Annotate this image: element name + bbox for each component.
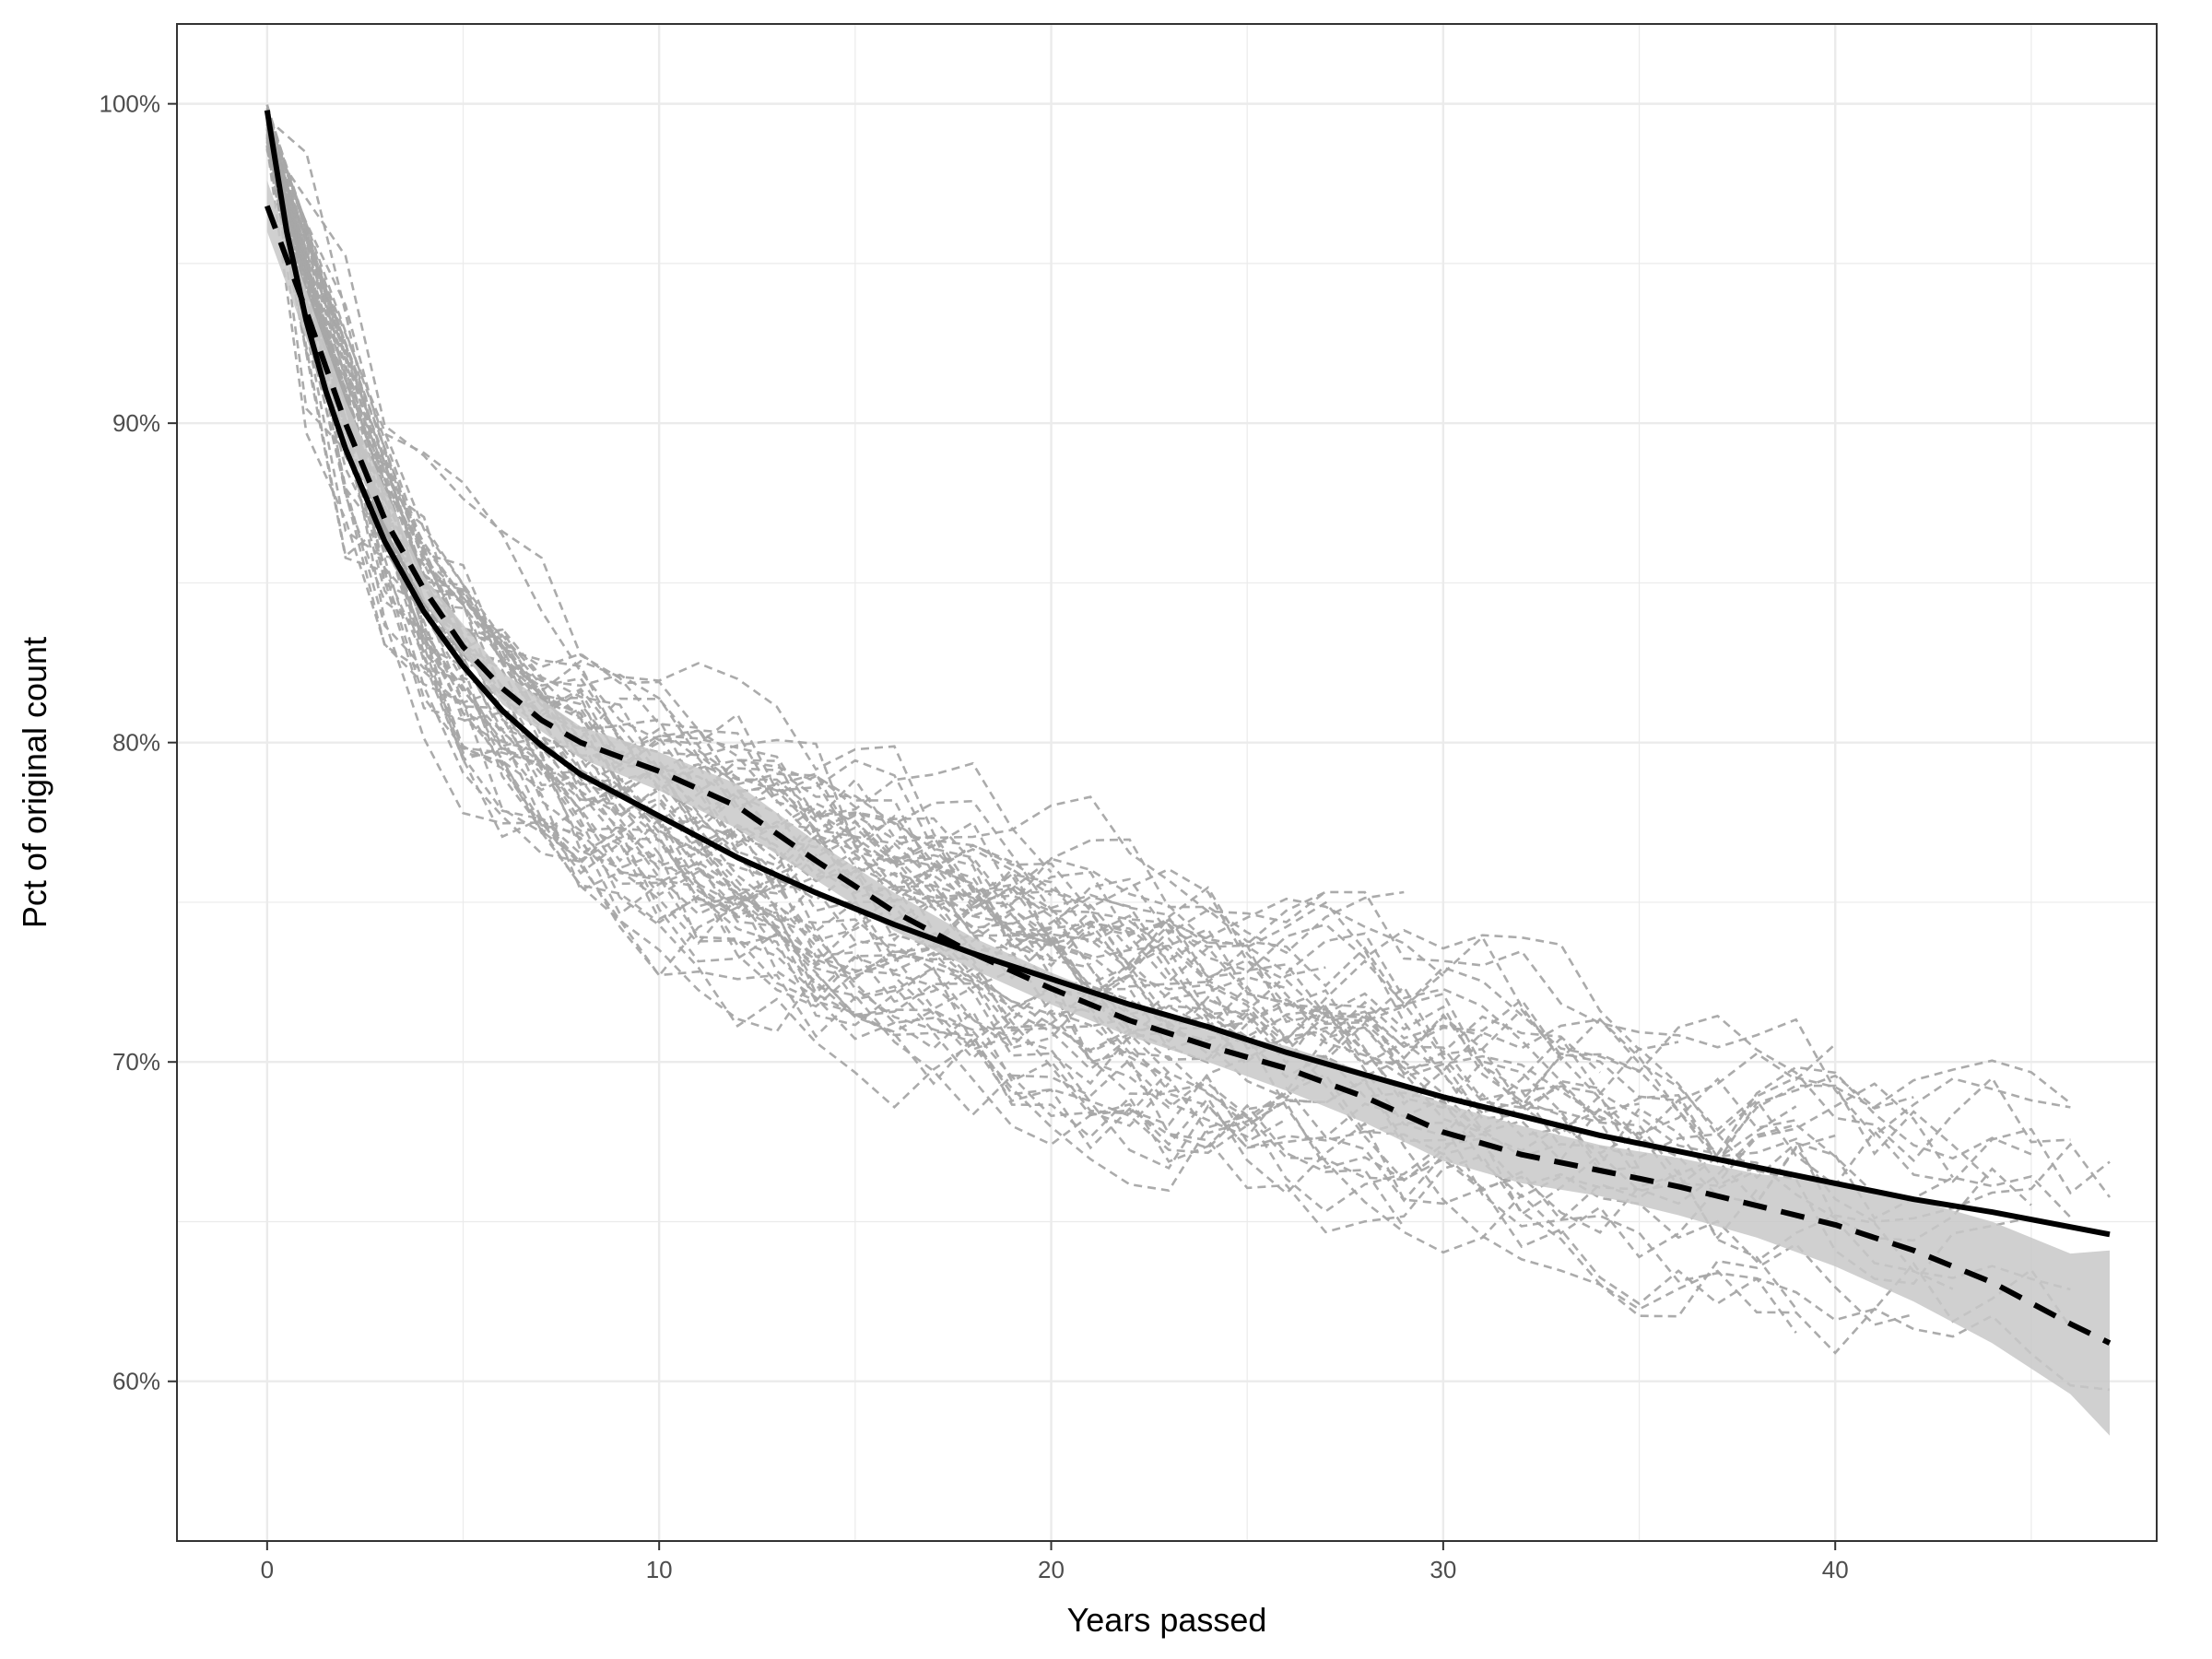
fit-line-solid xyxy=(264,110,2111,1238)
background-trajectory xyxy=(265,127,2111,1392)
background-trajectory xyxy=(265,128,1994,1182)
background-trajectory xyxy=(265,116,1914,1132)
background-trajectory xyxy=(265,148,1405,1181)
background-trajectory xyxy=(265,126,1444,977)
y-axis: 60% 70% 80% 90% 100% xyxy=(100,90,177,1395)
y-tick-label: 80% xyxy=(112,729,160,757)
background-trajectories xyxy=(265,104,2112,1392)
background-trajectory xyxy=(265,147,2032,1286)
background-trajectory xyxy=(265,117,1053,914)
y-axis-title: Pct of original count xyxy=(16,637,53,928)
background-trajectory xyxy=(265,122,1483,1171)
background-trajectory xyxy=(265,123,1641,1182)
background-trajectory xyxy=(265,135,1326,1016)
background-trajectory xyxy=(265,104,1836,1205)
background-trajectory xyxy=(265,135,2072,1329)
x-tick-label: 40 xyxy=(1822,1556,1849,1583)
background-trajectory xyxy=(265,141,1171,1115)
background-trajectory xyxy=(265,120,1405,955)
background-trajectory xyxy=(265,122,1562,1148)
x-tick-label: 20 xyxy=(1038,1556,1065,1583)
x-tick-label: 30 xyxy=(1430,1556,1456,1583)
background-trajectory xyxy=(265,104,1562,1103)
fit-line-dashed xyxy=(264,205,2112,1346)
y-tick-label: 90% xyxy=(112,409,160,437)
background-trajectory xyxy=(265,140,1327,924)
panel-border xyxy=(176,23,2158,1542)
background-trajectory xyxy=(265,129,1406,1229)
background-trajectory xyxy=(265,145,1130,1032)
background-trajectory xyxy=(265,107,1406,1062)
x-axis: 0 10 20 30 40 xyxy=(261,1541,1849,1583)
background-trajectory xyxy=(265,131,2032,1160)
background-trajectory xyxy=(265,146,1796,1135)
y-tick-label: 100% xyxy=(100,90,161,118)
x-tick-label: 10 xyxy=(646,1556,673,1583)
background-trajectory xyxy=(265,136,1170,925)
background-trajectory xyxy=(265,117,1171,1060)
background-trajectory xyxy=(265,139,1601,1090)
fit-lines xyxy=(264,110,2112,1346)
background-trajectory xyxy=(265,133,1797,1310)
background-trajectory xyxy=(265,115,2112,1223)
y-tick-label: 60% xyxy=(112,1368,160,1395)
grid-minor xyxy=(177,24,2157,1541)
background-trajectory xyxy=(265,137,2032,1242)
x-axis-title: Years passed xyxy=(1067,1601,1267,1639)
background-trajectory xyxy=(265,119,1288,1144)
y-tick-label: 70% xyxy=(112,1048,160,1076)
background-trajectory xyxy=(265,128,1954,1185)
x-tick-label: 0 xyxy=(261,1556,274,1583)
background-trajectory xyxy=(265,112,1484,1135)
